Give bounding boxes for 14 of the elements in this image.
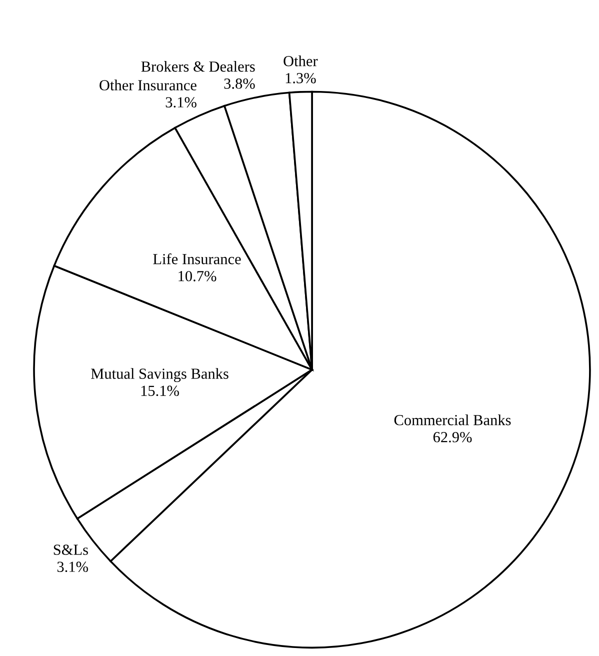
slice-label: Other Insurance (100, 80, 196, 90)
slice-label: Brokers & Dealers (141, 60, 255, 72)
slice-label: Other (284, 56, 318, 66)
slice-label: Commercial Banks (394, 414, 511, 426)
data-label: 15.1% (141, 386, 179, 396)
data-label: 62.9% (433, 432, 472, 442)
slice-label: S&Ls (54, 544, 88, 555)
data-label: 10.7% (178, 270, 216, 282)
slice-label: Mutual Savings Banks (91, 368, 228, 382)
data-label: 3.1% (166, 97, 196, 108)
data-label: 3.1% (57, 562, 88, 572)
data-label: 3.8% (224, 78, 255, 89)
slice-label: Life Insurance (153, 253, 241, 264)
data-label: 1.3% (286, 72, 316, 84)
